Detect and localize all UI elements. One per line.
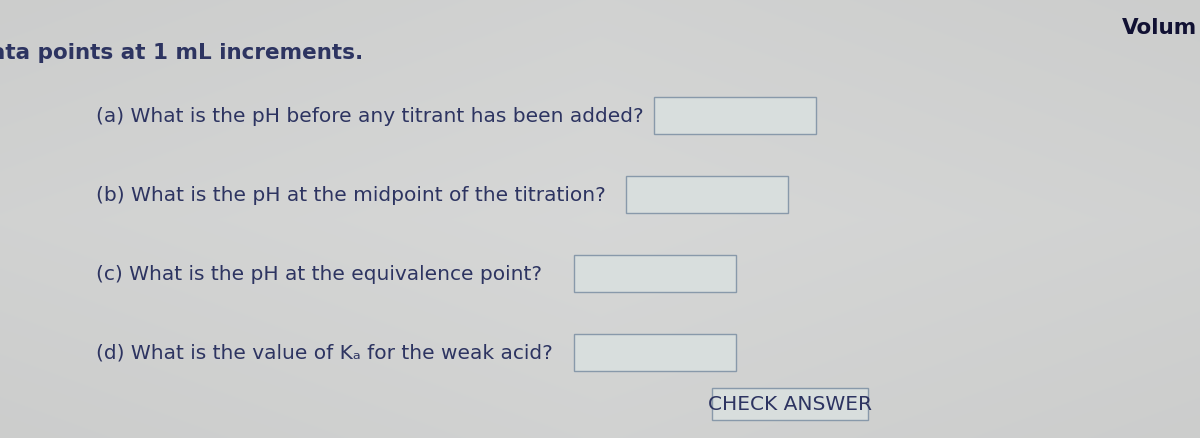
FancyBboxPatch shape — [574, 334, 736, 371]
FancyBboxPatch shape — [654, 98, 816, 135]
Text: (c) What is the pH at the equivalence point?: (c) What is the pH at the equivalence po… — [96, 264, 542, 283]
Text: (d) What is the value of Kₐ for the weak acid?: (d) What is the value of Kₐ for the weak… — [96, 343, 553, 362]
FancyBboxPatch shape — [574, 255, 736, 293]
Text: (b) What is the pH at the midpoint of the titration?: (b) What is the pH at the midpoint of th… — [96, 185, 606, 205]
Text: CHECK ANSWER: CHECK ANSWER — [708, 395, 871, 413]
Text: (a) What is the pH before any titrant has been added?: (a) What is the pH before any titrant ha… — [96, 106, 643, 126]
FancyBboxPatch shape — [712, 388, 868, 420]
Text: Data points at 1 mL increments.: Data points at 1 mL increments. — [0, 42, 364, 63]
Text: Volum: Volum — [1122, 18, 1198, 38]
FancyBboxPatch shape — [626, 176, 788, 213]
